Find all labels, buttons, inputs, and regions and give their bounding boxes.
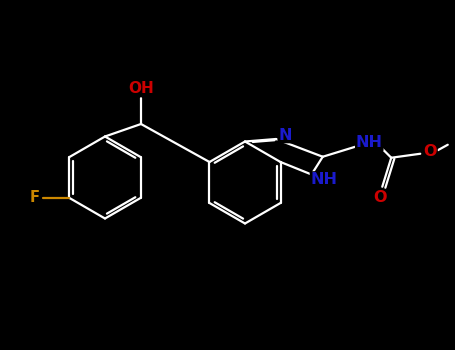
Text: O: O <box>424 144 437 159</box>
Text: O: O <box>373 190 386 205</box>
Text: NH: NH <box>356 135 383 150</box>
Text: F: F <box>30 190 40 205</box>
Text: OH: OH <box>128 82 154 97</box>
Text: N: N <box>278 127 292 142</box>
Text: NH: NH <box>310 172 338 187</box>
